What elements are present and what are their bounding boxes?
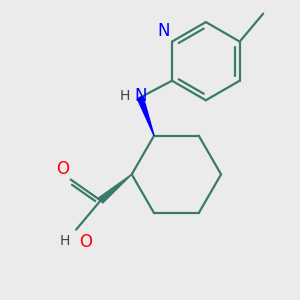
Polygon shape: [98, 174, 132, 203]
Text: H: H: [120, 89, 130, 103]
Text: O: O: [56, 160, 69, 178]
Text: N: N: [157, 22, 169, 40]
Text: O: O: [79, 233, 92, 251]
Polygon shape: [137, 97, 154, 136]
Text: H: H: [60, 234, 70, 248]
Text: N: N: [134, 87, 146, 105]
